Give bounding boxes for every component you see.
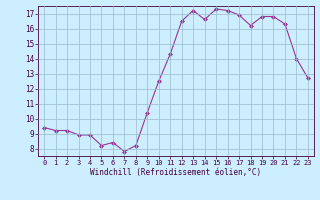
X-axis label: Windchill (Refroidissement éolien,°C): Windchill (Refroidissement éolien,°C) [91,168,261,177]
